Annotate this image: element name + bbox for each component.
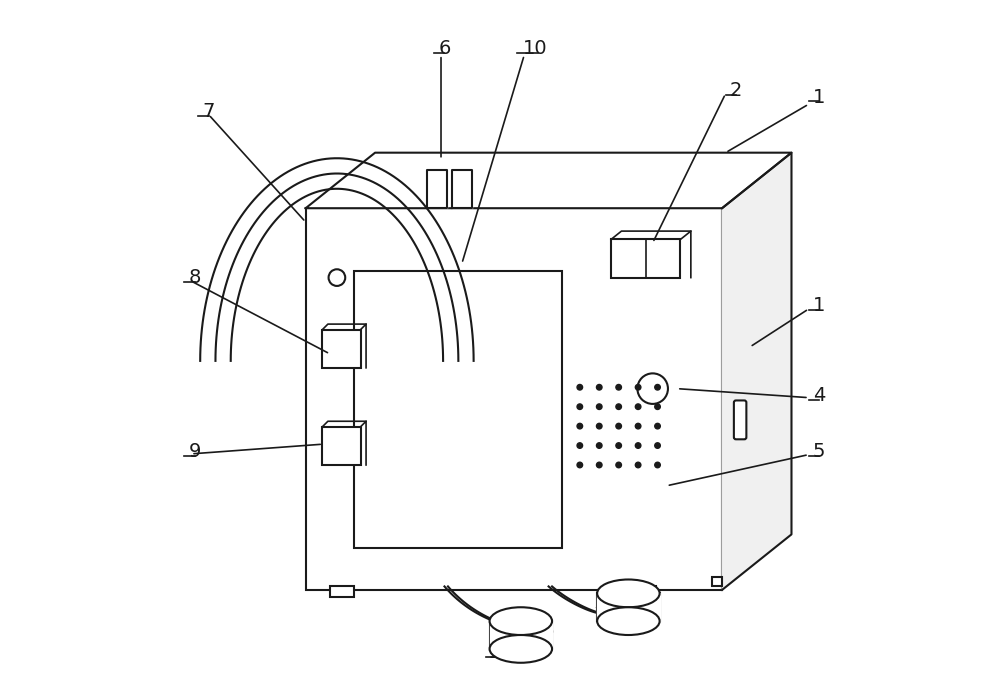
Ellipse shape: [597, 607, 660, 635]
Circle shape: [616, 462, 621, 468]
Bar: [632, 586, 656, 597]
Text: 6: 6: [438, 39, 451, 58]
Text: 10: 10: [522, 39, 547, 58]
Polygon shape: [452, 170, 472, 208]
Polygon shape: [306, 153, 791, 208]
Ellipse shape: [490, 635, 552, 663]
Circle shape: [596, 462, 602, 468]
Polygon shape: [427, 170, 447, 208]
Circle shape: [596, 404, 602, 409]
Bar: [322, 427, 361, 465]
Circle shape: [635, 443, 641, 448]
Bar: [330, 586, 354, 597]
Circle shape: [655, 384, 660, 390]
Bar: [306, 208, 722, 590]
Circle shape: [577, 423, 583, 429]
Ellipse shape: [597, 579, 660, 607]
FancyBboxPatch shape: [734, 400, 746, 439]
Circle shape: [596, 384, 602, 390]
Text: 1: 1: [813, 296, 825, 315]
Ellipse shape: [490, 607, 552, 635]
Circle shape: [635, 423, 641, 429]
Circle shape: [616, 384, 621, 390]
Circle shape: [635, 404, 641, 409]
Circle shape: [577, 462, 583, 468]
Polygon shape: [597, 593, 660, 621]
Text: 8: 8: [188, 268, 201, 287]
Polygon shape: [722, 153, 791, 590]
Circle shape: [577, 404, 583, 409]
Bar: [611, 239, 680, 278]
Circle shape: [655, 423, 660, 429]
Text: 4: 4: [813, 386, 825, 405]
Circle shape: [577, 384, 583, 390]
Circle shape: [596, 443, 602, 448]
Text: 9: 9: [188, 441, 201, 461]
Text: 7: 7: [202, 101, 215, 121]
Circle shape: [616, 404, 621, 409]
Bar: [322, 330, 361, 368]
Text: 5: 5: [813, 441, 825, 461]
Bar: [712, 577, 722, 586]
Text: 1: 1: [813, 87, 825, 107]
Text: 11: 11: [488, 643, 512, 662]
Circle shape: [577, 443, 583, 448]
Text: 2: 2: [730, 81, 742, 100]
Circle shape: [655, 443, 660, 448]
Circle shape: [655, 404, 660, 409]
Polygon shape: [490, 621, 552, 649]
Circle shape: [655, 462, 660, 468]
Circle shape: [635, 384, 641, 390]
Circle shape: [635, 462, 641, 468]
Bar: [354, 271, 562, 548]
Circle shape: [616, 423, 621, 429]
Circle shape: [596, 423, 602, 429]
Circle shape: [616, 443, 621, 448]
